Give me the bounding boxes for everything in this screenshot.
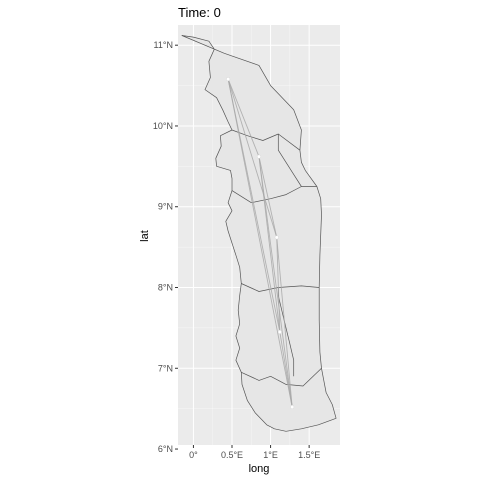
centroid-point <box>274 235 279 240</box>
region-border <box>241 368 322 387</box>
axes: 0° 0.5°E 1°E 1.5°E 6°N 7°N 8°N 9°N 10°N 11°N <box>153 40 320 460</box>
region-layer <box>181 35 337 432</box>
x-tick-label: 1.5°E <box>298 450 320 460</box>
region-border <box>231 186 317 204</box>
flow-line <box>258 156 278 238</box>
x-tick-label: 0.5°E <box>221 450 243 460</box>
y-tick-label: 8°N <box>158 283 173 293</box>
centroid-point <box>226 77 231 82</box>
y-tick-label: 11°N <box>154 40 173 50</box>
flow-line <box>227 79 293 408</box>
chart-title: Time: 0 <box>178 5 221 20</box>
x-tick-label: 0° <box>189 450 198 460</box>
centroid-point <box>257 154 262 159</box>
region-border <box>277 134 302 187</box>
region-border <box>231 129 301 151</box>
flow-lines <box>227 78 293 408</box>
country-outline <box>181 35 337 432</box>
y-tick-label: 10°N <box>153 121 173 131</box>
flow-line <box>227 78 278 238</box>
flow-line <box>258 156 293 408</box>
x-axis-title: long <box>249 463 270 475</box>
y-tick-label: 6°N <box>158 444 173 454</box>
flow-line <box>279 331 293 408</box>
centroid-point <box>277 329 282 334</box>
flow-line <box>227 78 260 157</box>
centroid-point <box>290 405 295 410</box>
x-tick-label: 1°E <box>263 450 278 460</box>
flow-line <box>276 237 293 408</box>
y-tick-label: 7°N <box>158 363 173 373</box>
flow-line <box>276 237 281 332</box>
region-centroids <box>226 77 295 410</box>
y-tick-label: 9°N <box>158 202 173 212</box>
y-axis-title: lat <box>139 230 151 242</box>
